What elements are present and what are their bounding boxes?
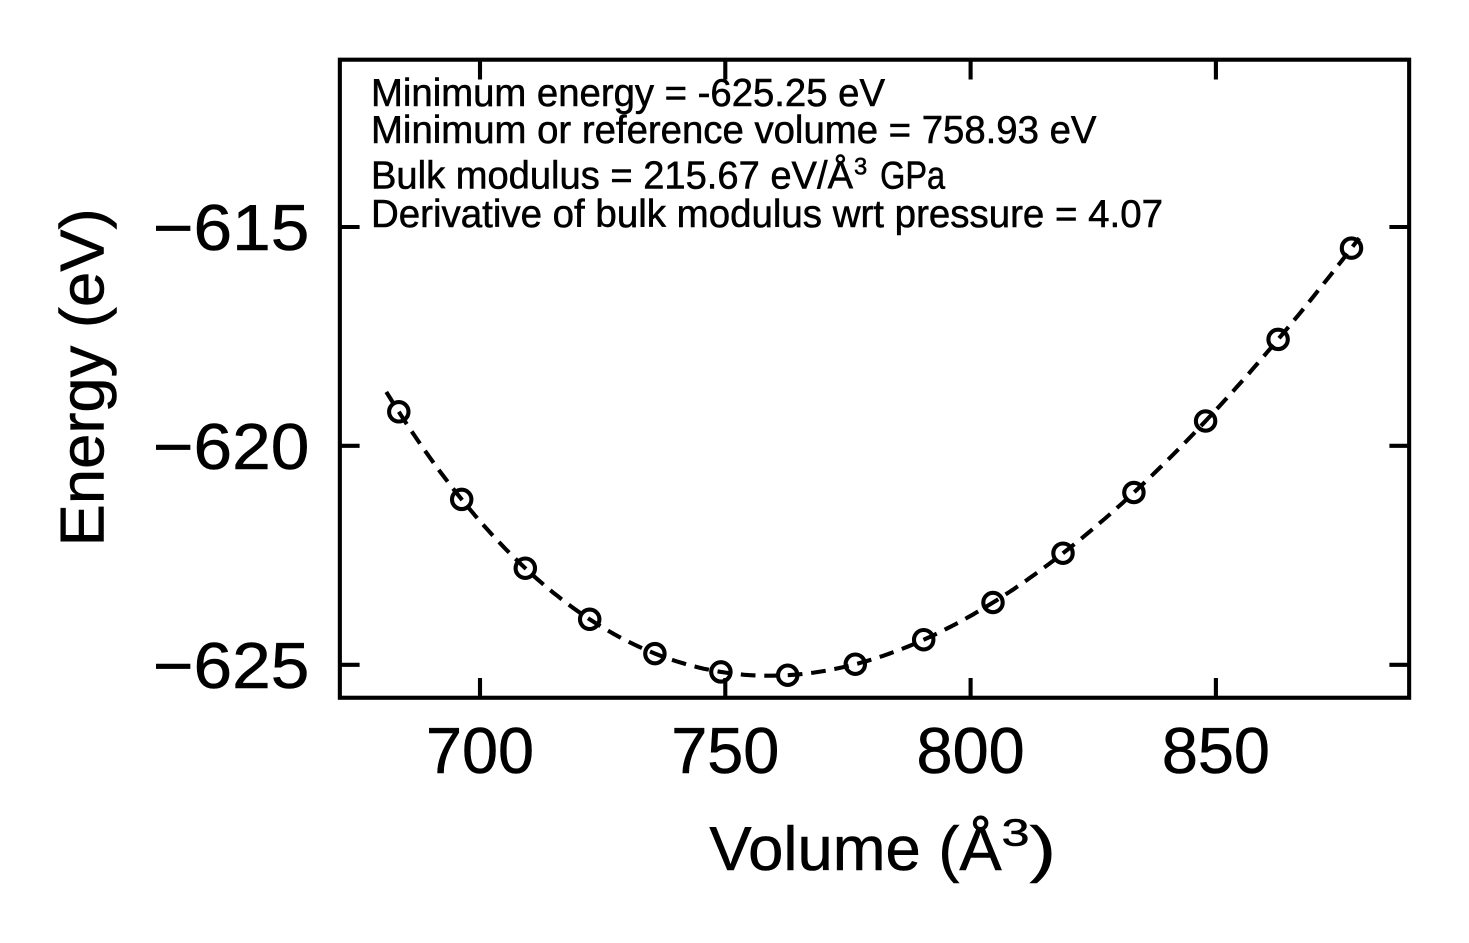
- svg-text:850: 850: [1162, 714, 1270, 787]
- svg-text:Minimum energy = -625.25 eV: Minimum energy = -625.25 eV: [371, 72, 885, 115]
- svg-text:−620: −620: [153, 410, 309, 483]
- svg-text:Energy (eV): Energy (eV): [49, 208, 118, 546]
- svg-text:): ): [1030, 815, 1057, 884]
- svg-text:Volume (Å: Volume (Å: [709, 815, 1002, 884]
- svg-text:Bulk modulus = 215.67 eV/Å: Bulk modulus = 215.67 eV/Å: [371, 153, 853, 197]
- svg-text:3: 3: [854, 154, 867, 180]
- svg-text:800: 800: [917, 714, 1025, 787]
- svg-text:Minimum or reference volume =: Minimum or reference volume = 758.93 eV: [371, 109, 1097, 152]
- svg-text:700: 700: [426, 714, 534, 787]
- svg-text:3: 3: [1002, 813, 1030, 854]
- svg-text:GPa: GPa: [880, 154, 945, 197]
- svg-text:750: 750: [671, 714, 779, 787]
- svg-text:−615: −615: [153, 191, 309, 264]
- svg-text:Derivative of bulk modulus wrt: Derivative of bulk modulus wrt pressure …: [371, 193, 1163, 236]
- svg-text:−625: −625: [153, 629, 309, 702]
